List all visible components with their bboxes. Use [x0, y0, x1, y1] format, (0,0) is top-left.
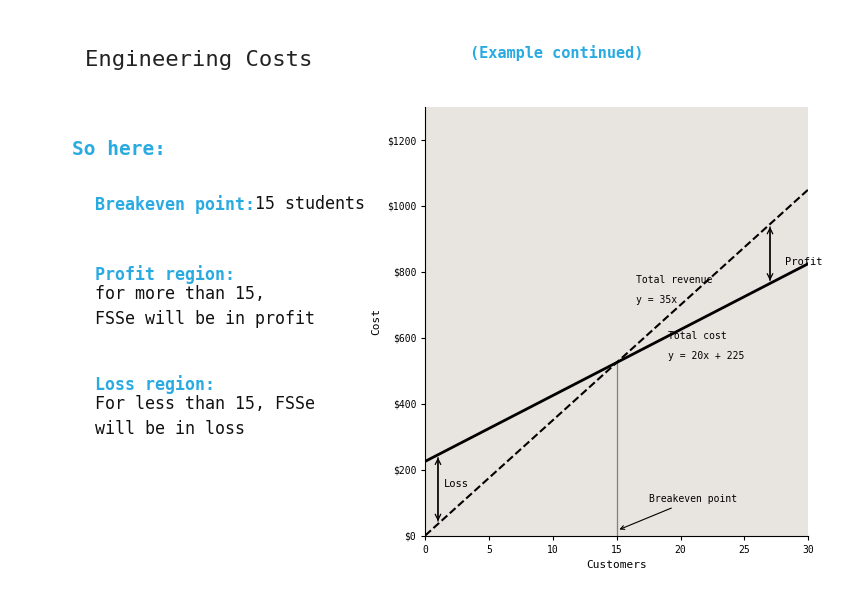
- X-axis label: Customers: Customers: [586, 560, 647, 570]
- Text: So here:: So here:: [72, 140, 166, 159]
- Y-axis label: Cost: Cost: [371, 308, 381, 335]
- Text: Profit: Profit: [786, 257, 823, 267]
- Text: Engineering Costs: Engineering Costs: [85, 50, 312, 70]
- Text: y = 35x: y = 35x: [636, 295, 677, 305]
- Text: Breakeven point:: Breakeven point:: [95, 195, 255, 214]
- Text: Total cost: Total cost: [668, 331, 727, 341]
- Text: For less than 15, FSSe: For less than 15, FSSe: [95, 395, 315, 413]
- Text: will be in loss: will be in loss: [95, 420, 245, 438]
- Text: Breakeven point: Breakeven point: [621, 494, 737, 530]
- Text: (Example continued): (Example continued): [470, 45, 643, 61]
- Text: FSSe will be in profit: FSSe will be in profit: [95, 310, 315, 328]
- Text: for more than 15,: for more than 15,: [95, 285, 265, 303]
- Text: Loss: Loss: [445, 480, 469, 490]
- Text: Total revenue: Total revenue: [636, 275, 712, 285]
- Text: Loss region:: Loss region:: [95, 375, 215, 394]
- Text: Profit region:: Profit region:: [95, 265, 235, 284]
- Text: y = 20x + 225: y = 20x + 225: [668, 351, 744, 361]
- Text: 15 students: 15 students: [255, 195, 365, 213]
